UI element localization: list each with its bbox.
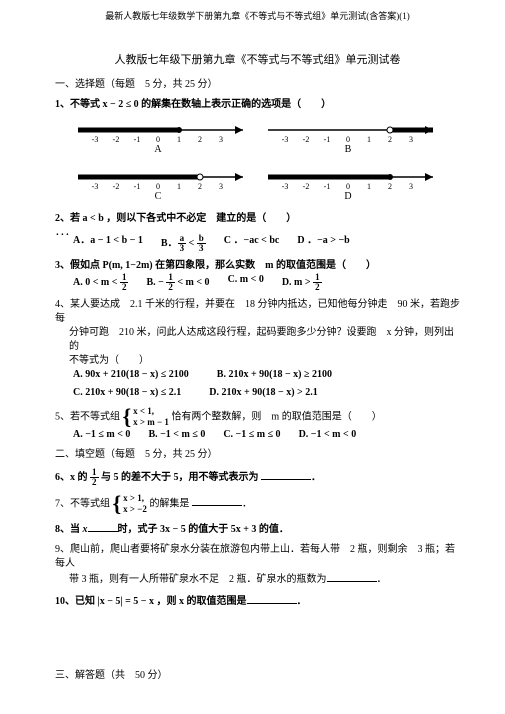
- q7-post: 的解集是: [149, 498, 189, 509]
- section-3-header: 三、解答题（共 50 分）: [55, 669, 460, 683]
- svg-text:3: 3: [219, 182, 223, 191]
- q4-line1: 4、某人要达成 2.1 千米的行程，并要在 18 分钟内抵达，已知他每分钟走 9…: [55, 298, 460, 326]
- q2-opt-d: D ．−a > −b: [297, 234, 349, 253]
- q4-line3: 不等式为（ ）: [69, 354, 460, 368]
- section-2-header: 二、填空题（每题 5 分，共 25 分）: [55, 448, 460, 462]
- question-6: 6、x 的 12 与 5 的差不大于 5，用不等式表示为 ．: [55, 468, 460, 487]
- svg-text:-3: -3: [282, 182, 289, 191]
- q1-label-a: A: [154, 144, 162, 154]
- q5-system: { x < 1,x > m − 1: [123, 406, 169, 428]
- document-title: 人教版七年级下册第九章《不等式与不等式组》单元测试卷: [55, 53, 460, 68]
- svg-text:0: 0: [346, 135, 350, 144]
- svg-text:0: 0: [156, 182, 160, 191]
- q3-opt-a: A. 0 < m < 12: [73, 273, 128, 292]
- q1-option-a-graph: -3 -2 -1 0 1 2 3 A: [73, 116, 253, 159]
- q5-opt-d: D. −1 < m < 0: [299, 428, 357, 442]
- question-5: 5、若不等式组 { x < 1,x > m − 1 恰有两个整数解，则 m 的取…: [55, 406, 460, 442]
- svg-text:-2: -2: [303, 182, 310, 191]
- q3-opt-c: C. m < 0: [228, 273, 264, 292]
- q9-blank: [327, 571, 377, 582]
- q4-line2: 分钟可跑 210 米，问此人达成这段行程，起码要跑多少分钟？设要跑 x 分钟，则…: [69, 326, 460, 354]
- q7-pre: 7、不等式组: [55, 498, 113, 509]
- q1-option-b-graph: -3 -2 -1 0 1 2 3 B: [263, 116, 443, 159]
- svg-text:-2: -2: [303, 135, 310, 144]
- question-8: 8、当 x时，式子 3x − 5 的值大于 5x + 3 的值．: [55, 521, 460, 537]
- q4-opt-c: C. 210x + 90(18 − x) ≤ 2.1: [73, 386, 181, 400]
- svg-text:3: 3: [409, 182, 413, 191]
- q2-stem: 2、若 a < b ，则以下各式中不必定 建立的是（ ）: [55, 213, 296, 224]
- svg-text:-3: -3: [282, 135, 289, 144]
- q7-blank: [192, 495, 242, 506]
- q4-opt-a: A. 90x + 210(18 − x) ≤ 2100: [73, 368, 189, 382]
- q3-opt-d: D. m > 12: [282, 273, 322, 292]
- q2-opt-b: B．a3 < b3: [161, 234, 206, 253]
- q5-pre: 5、若不等式组: [55, 411, 123, 422]
- q1-label-c: C: [155, 191, 162, 201]
- q1-option-d-graph: -3 -2 -1 0 1 2 3 D: [263, 163, 443, 206]
- q9-line2: 带 3 瓶，则有一人所带矿泉水不足 2 瓶．矿泉水的瓶数为．: [69, 571, 460, 587]
- q5-opt-b: B. −1 < m ≤ 0: [148, 428, 205, 442]
- q8-blank: [88, 521, 118, 532]
- q5-post: 恰有两个整数解，则 m 的取值范围是（ ）: [171, 411, 381, 422]
- section-1-header: 一、选择题（每题 5 分，共 25 分）: [55, 78, 460, 92]
- q6-blank: [261, 469, 311, 480]
- q1-option-c-graph: -3 -2 -1 0 1 2 3 C: [73, 163, 253, 206]
- svg-text:2: 2: [198, 182, 202, 191]
- q10-blank: [247, 593, 297, 604]
- header-note: 最新人教版七年级数学下册第九章《不等式与不等式组》单元测试(含答案)(1): [55, 10, 460, 23]
- svg-text:-2: -2: [113, 135, 120, 144]
- q5-opt-c: C. −1 ≤ m ≤ 0: [223, 428, 280, 442]
- q5-opt-a: A. −1 ≤ m < 0: [73, 428, 130, 442]
- q2-opt-c: C ．−ac < bc: [224, 234, 280, 253]
- svg-text:0: 0: [346, 182, 350, 191]
- q1-stem: 1、不等式 x − 2 ≤ 0 的解集在数轴上表示正确的选项是（ ）: [55, 99, 331, 110]
- svg-text:-3: -3: [92, 135, 99, 144]
- svg-text:1: 1: [177, 135, 181, 144]
- question-4: 4、某人要达成 2.1 千米的行程，并要在 18 分钟内抵达，已知他每分钟走 9…: [55, 298, 460, 400]
- question-7: 7、不等式组 { x > 1,x > −2 的解集是 ．: [55, 493, 460, 515]
- q4-opt-b: B. 210x + 90(18 − x) ≥ 2100: [217, 368, 332, 382]
- svg-text:3: 3: [409, 135, 413, 144]
- svg-text:-1: -1: [324, 135, 331, 144]
- svg-text:-3: -3: [92, 182, 99, 191]
- q7-system: { x > 1,x > −2: [113, 493, 147, 515]
- svg-text:2: 2: [388, 135, 392, 144]
- q3-stem: 3、假如点 P(m, 1−2m) 在第四象限，那么实数 m 的取值范围是（ ）: [55, 260, 376, 271]
- svg-text:3: 3: [219, 135, 223, 144]
- svg-text:0: 0: [156, 135, 160, 144]
- svg-text:-1: -1: [324, 182, 331, 191]
- question-9: 9、爬山前，爬山者要将矿泉水分装在旅游包内带上山．若每人带 2 瓶，则剩余 3 …: [55, 543, 460, 587]
- svg-text:-1: -1: [134, 182, 141, 191]
- question-3: 3、假如点 P(m, 1−2m) 在第四象限，那么实数 m 的取值范围是（ ） …: [55, 259, 460, 292]
- q1-label-d: D: [344, 191, 351, 201]
- q2-opt-a: A．a − 1 < b − 1: [73, 234, 143, 253]
- q9-line1: 9、爬山前，爬山者要将矿泉水分装在旅游包内带上山．若每人带 2 瓶，则剩余 3 …: [55, 543, 460, 571]
- question-2: 2、若 a < b ，则以下各式中不必定 建立的是（ ） ．．． A．a − 1…: [55, 212, 460, 253]
- svg-text:1: 1: [177, 182, 181, 191]
- question-1: 1、不等式 x − 2 ≤ 0 的解集在数轴上表示正确的选项是（ ） -3-2-…: [55, 98, 460, 206]
- q3-opt-b: B. − 12 < m < 0: [146, 273, 209, 292]
- svg-text:2: 2: [198, 135, 202, 144]
- q1-label-b: B: [345, 144, 352, 154]
- question-10: 10、已知 |x − 5| = 5 − x ，则 x 的取值范围是．: [55, 593, 460, 609]
- q4-opt-d: D. 210x + 90(18 − x) > 2.1: [209, 386, 317, 400]
- svg-text:1: 1: [367, 182, 371, 191]
- svg-text:1: 1: [367, 135, 371, 144]
- svg-text:2: 2: [388, 182, 392, 191]
- svg-text:-1: -1: [134, 135, 141, 144]
- svg-text:-2: -2: [113, 182, 120, 191]
